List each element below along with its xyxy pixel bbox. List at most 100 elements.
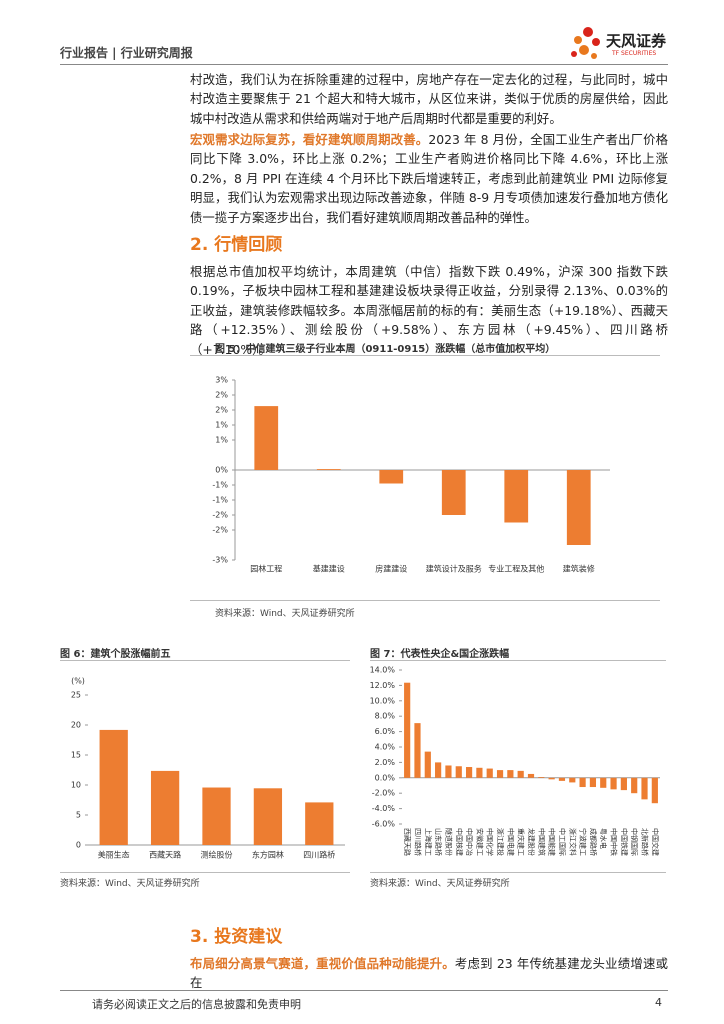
figure-source: 资料来源：Wind、天风证券研究所 [215,609,355,619]
bar [566,470,591,545]
paragraph: 根据总市值加权平均统计，本周建筑（中信）指数下跌 0.49%，沪深 300 指数… [190,262,668,359]
y-tick-label: -1% [212,496,228,505]
bar [641,777,648,800]
header-rule [60,64,668,65]
x-tick-label: 龙建股份 [527,828,536,856]
x-tick-label: 房建建设 [375,564,407,574]
x-tick-label: 测绘股份 [201,850,233,860]
text: 村改造，我们认为在拆除重建的过程中，房地产存在一定去化的过程，与此同时，城中村改… [190,72,668,126]
bar [465,767,473,778]
bar [504,470,529,523]
section-heading: 3. 投资建议 [190,927,283,947]
x-tick-label: 美丽生态 [98,850,130,860]
y-tick-label: -2% [212,526,228,535]
figure-rule [370,660,666,661]
bar [455,766,462,778]
y-tick-label: 6.0% [375,727,396,736]
figure-rule [190,355,660,356]
footer-disclaimer: 请务必阅读正文之后的信息披露和免责申明 [92,998,301,1011]
bar [538,777,545,778]
x-tick-label: 中国核建 [455,828,464,856]
bar [496,770,504,778]
figure-rule [60,872,350,873]
bar [507,770,514,778]
x-tick-label: 粤水电 [599,828,608,849]
y-tick-label: 2% [215,406,228,415]
y-tick-label: 0% [215,466,228,475]
unit-label: (%) [71,677,85,686]
bar [445,765,452,778]
y-tick-label: 1% [215,436,228,445]
x-tick-label: 山东路桥 [434,828,443,856]
text: 考虑到 23 年传统基建龙头业绩增速或在 [190,956,668,991]
figure-source: 资料来源：Wind、天风证券研究所 [370,879,510,889]
x-tick-label: 中国化学 [486,828,495,856]
y-tick-label: 4.0% [375,743,396,752]
x-tick-label: 隧道股份 [444,828,453,856]
y-tick-label: 2% [215,391,228,400]
x-tick-label: 中国建筑 [537,828,546,856]
bar [620,777,627,791]
y-tick-label: -2.0% [372,789,396,798]
x-tick-label: 上海建工 [424,828,433,856]
x-tick-label: 西藏天路 [149,850,181,860]
x-tick-label: 中国能建 [548,828,557,856]
x-tick-label: 中工国际 [558,828,567,856]
x-tick-label: 中国中铁 [610,828,619,856]
x-tick-label: 四川路桥 [303,850,335,860]
chart: 3% 2% 2% 1% 1% 0% -1% -1% -2% -2% -3% 园林工程 基建建设 房建建设 建… [212,376,610,574]
x-tick-label: 浙江交科 [568,828,577,856]
logo-icon [571,27,600,59]
header-title: 行业报告 | 行业研究周报 [60,46,193,60]
x-tick-label: 重庆建工 [517,828,526,856]
bar [589,777,597,788]
y-tick-label: 3% [215,376,228,385]
bar [548,777,555,780]
bar [316,469,341,470]
text: 根据总市值加权平均统计，本周建筑（中信）指数下跌 0.49%，沪深 300 指数… [190,264,668,357]
x-tick-label: 四川路桥 [413,828,422,856]
y-tick-label: 10 [71,781,81,790]
y-tick-label: -1% [212,481,228,490]
figure-rule [60,660,350,661]
y-tick-label: 12.0% [370,681,396,690]
figure-title: 图 5：中信建筑三级子行业本周（0911-0915）涨跌幅（总市值加权平均） [215,344,556,355]
x-tick-label: 北新路桥 [641,828,650,856]
figure-rule [370,872,666,873]
x-tick-label: 中国铁建 [620,828,629,856]
bar [253,788,283,845]
y-tick-label: 20 [71,721,81,730]
bar [569,777,576,783]
bar [305,802,334,845]
y-tick-label: -2% [212,511,228,520]
bar [441,470,466,515]
chart: 0 5 10 15 20 25 (%) 美丽生态 西藏天路 测绘股份 东方园林 四川路桥 [71,677,345,860]
bar [517,770,524,778]
paragraph: 布局细分高景气赛道，重视价值品种动能提升。考虑到 23 年传统基建龙头业绩增速或… [190,954,668,993]
x-tick-label: 基建建设 [313,564,345,574]
figure-title: 图 6：建筑个股涨幅前五 [60,649,171,660]
bar [600,777,607,788]
x-tick-label: 专业工程及其他 [488,564,544,574]
y-tick-label: 25 [71,691,81,700]
x-tick-label: 园林工程 [250,564,282,574]
figure-source: 资料来源：Wind、天风证券研究所 [60,879,200,889]
x-tick-label: 西藏天路 [403,828,412,856]
bar [651,777,658,804]
x-tick-label: 中钢国际 [630,828,639,856]
bar [379,470,404,484]
y-tick-label: 5 [76,811,81,820]
text: 2023 年 8 月份，全国工业生产者出厂价格同比下降 3.0%，环比上涨 0.… [190,132,669,225]
y-tick-label: 8.0% [375,712,396,721]
page-number: 4 [655,996,662,1009]
bar [254,406,279,470]
section-heading: 2. 行情回顾 [190,235,283,255]
x-tick-label: 安徽建工 [475,828,484,856]
x-tick-label: 中国交建 [651,828,660,856]
x-tick-label: 建筑装修 [563,564,595,574]
bar [486,768,493,778]
bar [527,773,535,778]
figure-title: 图 7：代表性央企&国企涨跌幅 [370,649,510,660]
bar [631,777,638,794]
bar [424,751,431,778]
